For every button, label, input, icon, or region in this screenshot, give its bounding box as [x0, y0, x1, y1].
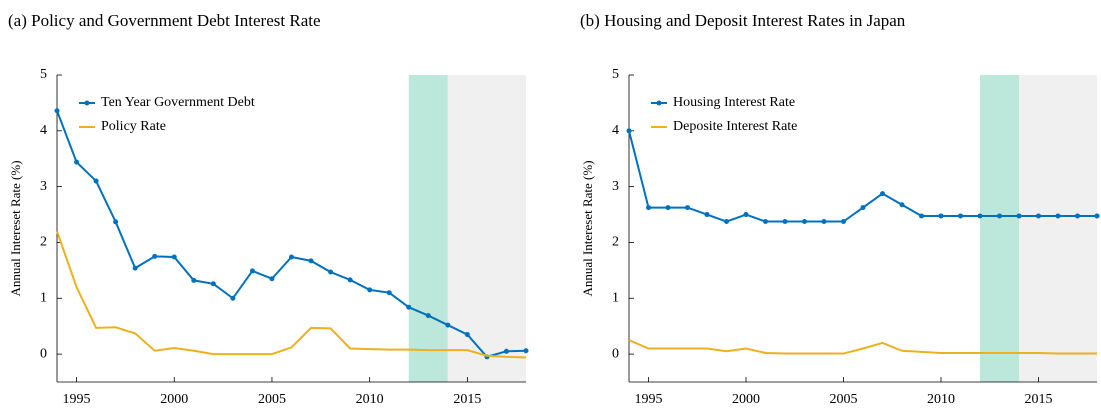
data-point — [523, 348, 529, 354]
data-point — [464, 332, 470, 338]
shaded-region — [447, 75, 526, 382]
x-tick-label: 1995 — [635, 392, 663, 407]
data-point — [899, 202, 905, 208]
x-tick-label: 1995 — [63, 392, 91, 407]
data-point — [860, 205, 866, 211]
data-point — [1094, 213, 1100, 219]
legend-label: Ten Year Government Debt — [101, 95, 255, 110]
data-point — [938, 213, 944, 219]
data-point — [977, 213, 983, 219]
legend-marker — [656, 100, 662, 106]
y-tick-label: 5 — [612, 67, 619, 82]
data-point — [269, 276, 275, 282]
data-point — [503, 348, 509, 354]
x-tick-label: 2000 — [160, 392, 188, 407]
data-point — [54, 108, 60, 114]
data-point — [724, 219, 729, 225]
data-point — [880, 191, 885, 197]
x-tick-label: 2015 — [1025, 392, 1053, 407]
data-point — [1075, 213, 1080, 219]
x-tick-label: 2010 — [927, 392, 955, 407]
y-axis-label: Annual Intereset Rate (%) — [8, 160, 23, 296]
y-tick-label: 4 — [40, 123, 47, 138]
x-tick-label: 2000 — [732, 392, 760, 407]
y-tick-label: 3 — [40, 179, 47, 194]
data-point — [93, 178, 99, 184]
data-point — [328, 269, 334, 275]
y-tick-label: 1 — [40, 290, 47, 305]
y-tick-label: 0 — [612, 346, 619, 361]
data-point — [704, 212, 710, 218]
shaded-region — [980, 75, 1019, 382]
panel-title: (b) Housing and Deposit Interest Rates i… — [580, 11, 906, 30]
legend-label: Policy Rate — [101, 119, 166, 134]
data-point — [821, 219, 827, 225]
data-point — [763, 219, 768, 225]
data-point — [802, 219, 807, 225]
y-axis-label: Annual Intereset Rate (%) — [580, 160, 595, 296]
data-point — [919, 213, 924, 219]
x-tick-label: 2015 — [453, 392, 481, 407]
data-point — [347, 277, 353, 283]
data-point — [743, 212, 749, 218]
data-point — [191, 277, 197, 283]
y-tick-label: 3 — [612, 179, 619, 194]
data-point — [230, 295, 236, 301]
data-point — [132, 265, 138, 271]
data-point — [249, 268, 255, 274]
legend-marker — [84, 100, 90, 106]
panel: (a) Policy and Government Debt Interest … — [8, 11, 529, 407]
x-tick-label: 2010 — [356, 392, 384, 407]
y-tick-label: 2 — [612, 235, 619, 250]
data-point — [445, 322, 451, 328]
data-point — [367, 287, 373, 293]
data-point — [74, 159, 80, 165]
data-point — [841, 219, 846, 225]
shaded-region — [1019, 75, 1097, 382]
shaded-region — [408, 75, 448, 382]
y-tick-label: 5 — [40, 67, 47, 82]
legend-label: Housing Interest Rate — [673, 95, 795, 110]
y-tick-label: 1 — [612, 290, 619, 305]
data-point — [210, 281, 216, 287]
data-point — [997, 213, 1002, 219]
data-point — [386, 290, 392, 296]
data-point — [113, 219, 119, 225]
data-point — [152, 253, 158, 259]
y-tick-label: 4 — [612, 123, 619, 138]
series-line — [628, 339, 1097, 355]
x-tick-label: 2005 — [258, 392, 286, 407]
data-point — [665, 205, 671, 211]
series-line — [56, 230, 527, 359]
data-point — [958, 213, 963, 219]
panel: (b) Housing and Deposit Interest Rates i… — [580, 11, 1100, 407]
data-point — [685, 205, 690, 211]
data-point — [425, 313, 431, 319]
data-point — [308, 258, 314, 264]
y-tick-label: 0 — [40, 346, 47, 361]
legend-label: Deposite Interest Rate — [673, 119, 797, 134]
data-point — [1016, 213, 1022, 219]
data-point — [171, 254, 177, 260]
data-point — [646, 205, 651, 211]
data-point — [289, 254, 294, 260]
data-point — [782, 219, 788, 225]
data-point — [1036, 213, 1041, 219]
data-point — [1055, 213, 1061, 219]
y-tick-label: 2 — [40, 235, 47, 250]
x-tick-label: 2005 — [830, 392, 858, 407]
panel-title: (a) Policy and Government Debt Interest … — [8, 11, 321, 30]
data-point — [406, 304, 412, 310]
data-point — [626, 128, 632, 134]
